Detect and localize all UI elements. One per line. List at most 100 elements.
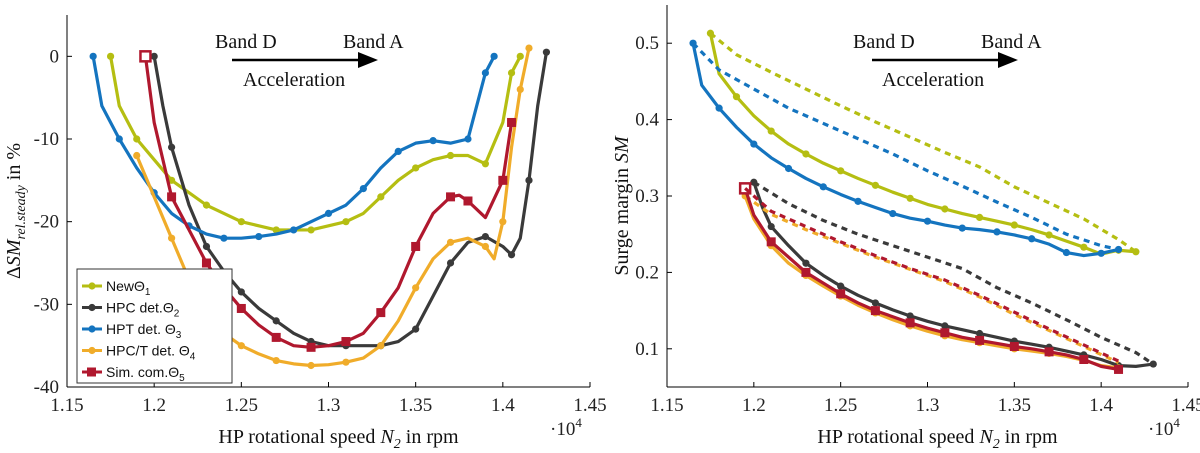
y-tick-label: -20 [34,212,59,233]
x-tick-label: 1.2 [742,395,766,416]
data-point [1062,248,1071,257]
data-point [993,228,1001,236]
data-point [324,209,333,217]
data-point [905,318,915,328]
data-point [429,137,437,145]
legend-label: HPC det.Θ2 [106,300,180,320]
x-tick-label: 1.15 [650,395,683,416]
data-point [767,222,775,231]
data-point [237,342,245,350]
series-line-hpc-dashed [752,180,1155,366]
y-tick-label: -30 [34,294,59,315]
data-point [507,117,517,127]
series-line-new-dashed [709,32,1137,254]
x-axis-label: HP rotational speed N2 in rpm [218,426,459,452]
band-a-label: Band A [981,31,1042,53]
data-point [941,322,949,330]
y-tick-label: -10 [34,129,59,150]
data-point [542,48,551,56]
data-point [446,151,455,160]
x-tick-label: 1.15 [50,395,83,416]
legend-marker [88,303,96,312]
x-tick-label: 1.45 [573,395,606,416]
data-point [412,284,420,292]
data-point [784,164,793,173]
legend-marker [88,282,96,290]
x-tick-label: 1.3 [916,395,940,416]
x-tick-label: 1.35 [998,395,1031,416]
data-point [168,234,176,242]
band-d-label: Band D [215,31,277,53]
y-axis-label: ΔSMrel.steady in % [3,143,29,279]
data-point [499,218,507,226]
legend-box [76,268,233,384]
data-point [359,185,367,193]
data-point [802,259,810,267]
data-point [272,226,280,234]
data-point [507,69,516,77]
data-point [272,317,280,325]
y-tick-label: 0 [50,46,60,67]
data-point [377,342,385,350]
data-point [854,197,862,205]
data-point [290,226,298,234]
data-point [498,175,508,185]
data-point [490,52,498,60]
right-chart: 1.15 1.2 1.25 1.3 1.35 1.4 1.45 0.1 0.2 0.3 0.4 0.5… [611,5,1200,452]
series-line-sim-dashed [744,187,1120,363]
data-point [412,325,420,333]
data-point [167,192,177,202]
x-axis-label: HP rotational speed N2 in rpm [817,426,1058,452]
data-point [1080,243,1088,251]
acceleration-label: Acceleration [243,69,345,91]
data-point [133,135,141,143]
series-line-hpc [152,50,549,348]
y-tick-label: 0.3 [635,186,659,207]
data-point [394,147,402,155]
band-d-label: Band D [853,31,915,53]
data-point [1009,342,1019,352]
data-point [202,201,211,209]
y-tick-label: 0.2 [635,262,659,283]
data-point [481,242,489,251]
data-point [1010,221,1018,229]
legend-label: Sim. com.Θ5 [106,364,185,384]
legend-marker [87,367,96,377]
data-point [976,329,984,338]
legend-label: HPT det. Θ3 [106,321,182,341]
data-point [507,251,516,259]
arrow-head [358,52,378,68]
x-tick-label: 1.4 [1089,395,1113,416]
data-point [941,205,949,213]
y-tick-label: 0.5 [635,33,659,54]
data-point [236,303,246,313]
data-point [732,93,741,101]
series-line-sim [143,54,514,349]
data-point [202,242,211,251]
data-point [376,308,386,318]
arrow-head [998,52,1018,68]
data-point [237,218,245,226]
series-line-sim [743,186,1121,372]
legend-label: NewΘ1 [106,278,151,298]
data-point [255,232,263,241]
y-axis-label: Surge margin SM [611,135,633,276]
data-point [150,52,158,60]
data-point [975,335,985,345]
data-point [525,176,533,184]
x-tick-label: 1.25 [225,395,258,416]
data-point [715,104,723,112]
data-point [516,52,524,60]
data-point [271,332,281,342]
data-point [464,135,472,143]
legend-label: HPC/T det. Θ4 [106,343,196,363]
data-point [1045,231,1053,239]
data-point [411,241,421,251]
y-tick-label: -40 [34,377,59,398]
data-point [1044,347,1054,357]
data-point [307,361,315,370]
x-tick-label: 1.25 [824,395,857,416]
start-marker [139,50,152,63]
